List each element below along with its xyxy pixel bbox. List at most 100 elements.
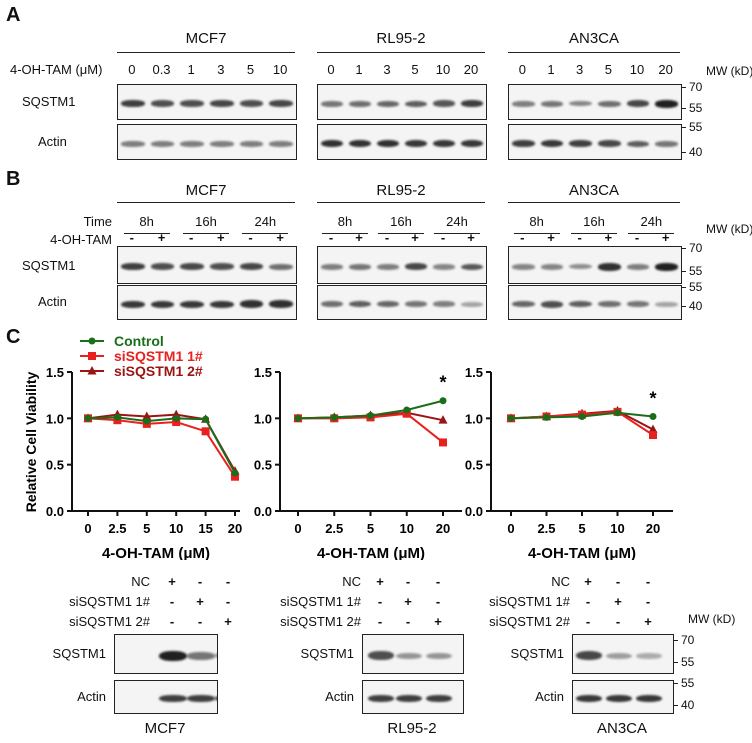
band bbox=[460, 140, 484, 148]
dose-label: 10 bbox=[272, 62, 288, 77]
x-axis-label: 4-OH-TAM (μM) bbox=[102, 545, 210, 560]
band bbox=[597, 263, 621, 271]
data-point-triangle bbox=[87, 366, 97, 375]
band bbox=[159, 650, 187, 662]
sqstm1-label: SQSTM1 bbox=[300, 646, 354, 661]
sqstm1-blot bbox=[317, 84, 487, 120]
knockdown-row-label: siSQSTM1 2# bbox=[69, 614, 150, 629]
band bbox=[511, 100, 535, 107]
knockdown-sign: - bbox=[435, 574, 441, 589]
divider bbox=[673, 662, 678, 663]
knockdown-sign: - bbox=[169, 594, 175, 609]
data-point-circle bbox=[367, 412, 374, 420]
dose-label: 10 bbox=[435, 62, 451, 77]
knockdown-sign: + bbox=[404, 594, 412, 609]
band bbox=[540, 100, 564, 107]
series-line-1 bbox=[87, 417, 236, 478]
knockdown-sign: - bbox=[615, 614, 621, 629]
band bbox=[320, 100, 344, 107]
x-tick-label: 0 bbox=[507, 521, 514, 536]
viability-charts: 0.0 0.5 1.0 1.5 0 2.5 5 10 15 20 4-OH-TAM (μM) 0.0 0… bbox=[23, 333, 673, 560]
dose-label: 1 bbox=[547, 62, 555, 77]
actin-blot bbox=[317, 124, 487, 160]
mw-label: MW (kD) bbox=[688, 612, 736, 626]
y-tick-label: 1.0 bbox=[46, 411, 64, 426]
time-label: 8h bbox=[337, 214, 353, 229]
data-point-circle bbox=[84, 414, 92, 422]
divider bbox=[508, 52, 680, 53]
band bbox=[511, 264, 535, 270]
data-point-circle bbox=[543, 413, 550, 421]
band bbox=[404, 301, 428, 308]
band bbox=[655, 99, 679, 108]
divider bbox=[681, 271, 686, 272]
time-label: 16h bbox=[195, 214, 217, 229]
divider bbox=[317, 52, 485, 53]
band bbox=[404, 263, 428, 271]
knockdown-sign: - bbox=[197, 574, 203, 589]
band bbox=[569, 264, 593, 270]
knockdown-sign: - bbox=[645, 594, 651, 609]
band bbox=[569, 140, 593, 148]
x-tick-label: 5 bbox=[367, 521, 374, 536]
dose-label: 1 bbox=[187, 62, 195, 77]
treatment-sign: + bbox=[217, 230, 225, 245]
band bbox=[569, 300, 593, 308]
band bbox=[540, 300, 564, 308]
data-point-square bbox=[88, 352, 96, 360]
data-point-square bbox=[649, 431, 657, 440]
band bbox=[239, 140, 264, 147]
band bbox=[460, 301, 484, 307]
knockdown-row-label: siSQSTM1 2# bbox=[489, 614, 570, 629]
band bbox=[180, 300, 205, 308]
y-tick-label: 0.0 bbox=[46, 504, 64, 519]
y-tick-label: 1.0 bbox=[254, 411, 272, 426]
legend-label: Control bbox=[114, 333, 164, 349]
band bbox=[120, 140, 145, 147]
mw-marker: 55 bbox=[689, 101, 703, 115]
dose-label: 3 bbox=[576, 62, 584, 77]
band bbox=[432, 140, 456, 148]
divider bbox=[681, 287, 686, 288]
band bbox=[605, 652, 633, 660]
x-tick-label: 2.5 bbox=[108, 521, 126, 536]
divider bbox=[434, 233, 480, 234]
actin-blot bbox=[117, 285, 297, 320]
treatment-sign: + bbox=[355, 230, 363, 245]
band bbox=[376, 139, 400, 148]
band bbox=[626, 263, 650, 270]
band bbox=[511, 140, 535, 148]
band bbox=[239, 300, 264, 308]
y-tick-label: 0.5 bbox=[254, 458, 272, 473]
divider bbox=[681, 127, 686, 128]
band bbox=[159, 695, 187, 703]
band bbox=[320, 301, 344, 308]
data-point-square bbox=[402, 409, 411, 418]
mw-marker: 55 bbox=[689, 264, 703, 278]
band bbox=[269, 300, 294, 308]
band bbox=[432, 100, 456, 107]
dose-label: 3 bbox=[217, 62, 225, 77]
band bbox=[432, 264, 456, 270]
x-tick-label: 10 bbox=[610, 521, 624, 536]
band bbox=[269, 100, 294, 108]
knockdown-row-label: NC bbox=[342, 574, 361, 589]
x-tick-label: 20 bbox=[436, 521, 450, 536]
band bbox=[269, 140, 294, 147]
data-point-square bbox=[439, 438, 447, 447]
sqstm1-label: SQSTM1 bbox=[22, 94, 76, 109]
mw-marker: 40 bbox=[681, 698, 695, 712]
actin-blot bbox=[117, 124, 297, 160]
divider bbox=[117, 52, 295, 53]
band bbox=[209, 140, 234, 147]
mw-marker: 55 bbox=[681, 655, 695, 669]
time-label: Time bbox=[83, 214, 112, 229]
knockdown-sign: - bbox=[645, 574, 651, 589]
cell-line-label: AN3CA bbox=[596, 720, 648, 737]
data-point-circle bbox=[330, 413, 338, 421]
time-label: 16h bbox=[390, 214, 412, 229]
x-tick-label: 5 bbox=[578, 521, 585, 536]
divider bbox=[681, 108, 686, 109]
treatment-sign: - bbox=[520, 230, 525, 245]
actin-blot bbox=[114, 680, 218, 714]
